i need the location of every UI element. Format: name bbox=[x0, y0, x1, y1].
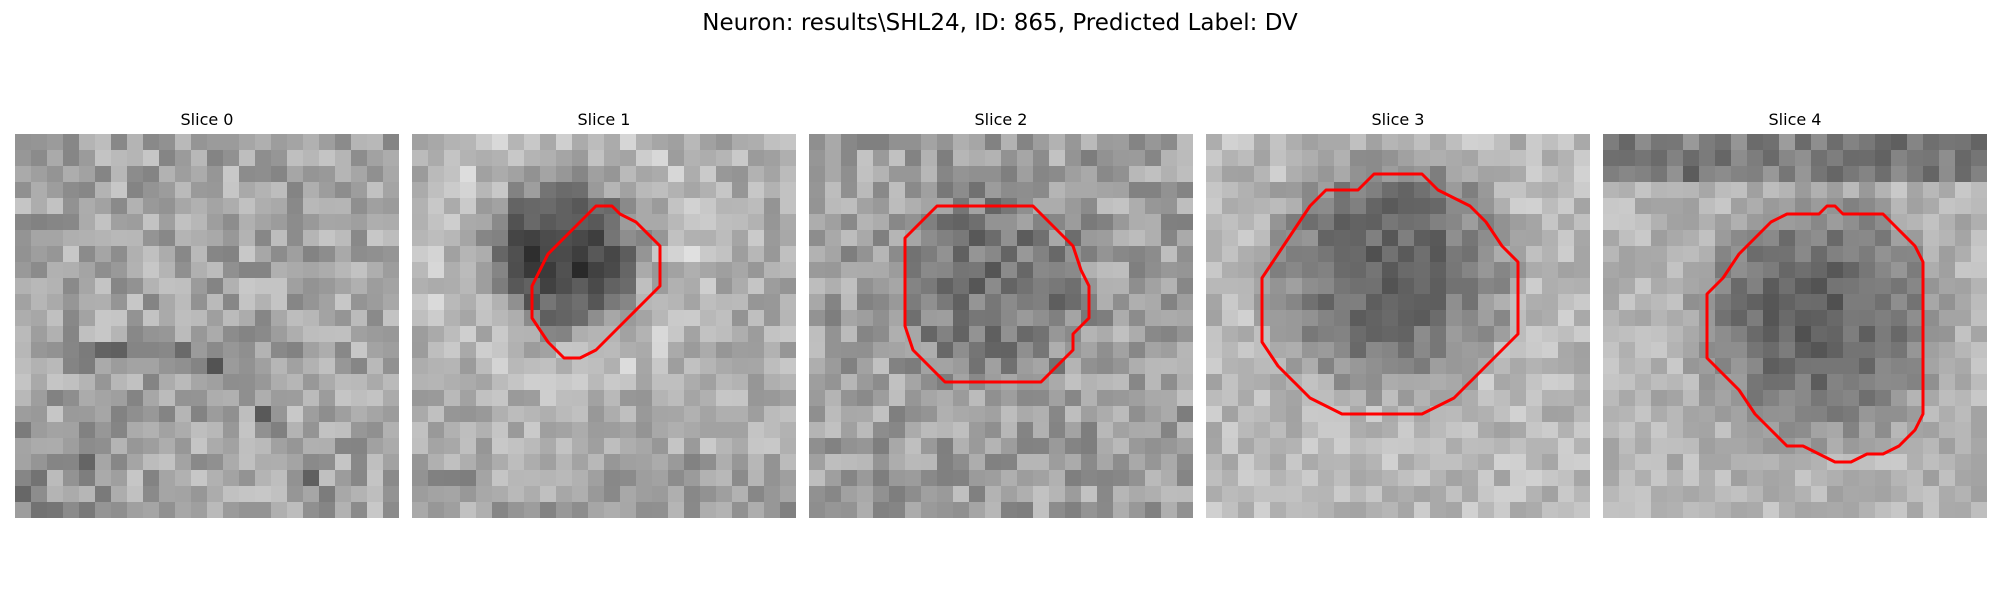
slice-image-2 bbox=[809, 134, 1193, 518]
pixel-grid bbox=[412, 134, 796, 518]
slice-panel-3: Slice 3 bbox=[1206, 108, 1590, 518]
slice-panel-0: Slice 0 bbox=[15, 108, 399, 518]
pixel-grid bbox=[1603, 134, 1987, 518]
slice-title-0: Slice 0 bbox=[180, 110, 234, 129]
roi-contour bbox=[1705, 204, 1925, 464]
figure-title: Neuron: results\SHL24, ID: 865, Predicte… bbox=[702, 10, 1298, 36]
slice-image-0 bbox=[15, 134, 399, 518]
pixel-grid bbox=[15, 134, 399, 518]
slice-title-1: Slice 1 bbox=[577, 110, 631, 129]
roi-contour bbox=[530, 204, 662, 360]
slice-title-4: Slice 4 bbox=[1768, 110, 1822, 129]
slice-image-4 bbox=[1603, 134, 1987, 518]
slice-image-3 bbox=[1206, 134, 1590, 518]
slice-title-2: Slice 2 bbox=[974, 110, 1028, 129]
pixel-grid bbox=[809, 134, 1193, 518]
roi-contour bbox=[903, 204, 1091, 384]
slice-panel-1: Slice 1 bbox=[412, 108, 796, 518]
slice-title-3: Slice 3 bbox=[1371, 110, 1425, 129]
slice-panel-4: Slice 4 bbox=[1603, 108, 1987, 518]
pixel-grid bbox=[1206, 134, 1590, 518]
slice-image-1 bbox=[412, 134, 796, 518]
slice-panel-2: Slice 2 bbox=[809, 108, 1193, 518]
roi-contour bbox=[1260, 172, 1520, 416]
